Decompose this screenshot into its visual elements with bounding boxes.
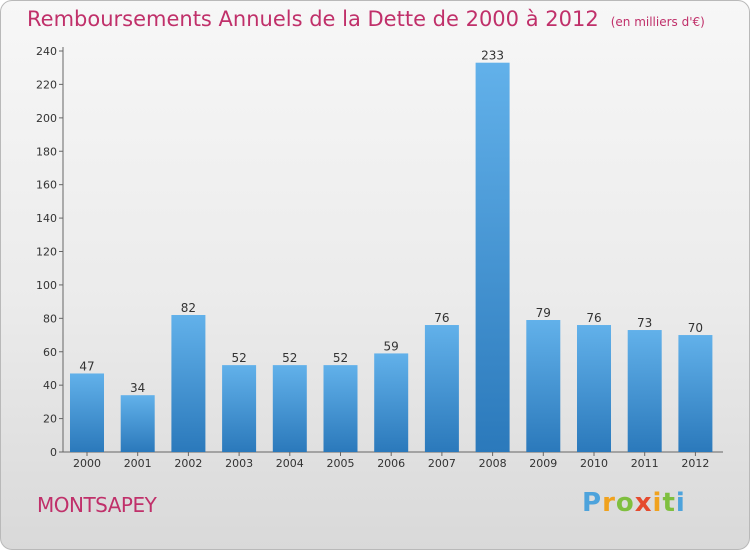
chart-title-text: Remboursements Annuels de la Dette de 20…: [27, 7, 599, 31]
bar-2003: [222, 365, 257, 452]
bar-2000: [70, 373, 104, 452]
chart-title: Remboursements Annuels de la Dette de 20…: [27, 7, 705, 31]
data-label-2009: 79: [536, 306, 551, 320]
y-tick-label: 0: [50, 446, 57, 459]
bar-2002: [171, 314, 206, 452]
x-tick-label-2008: 2008: [479, 457, 507, 470]
data-label-2000: 47: [79, 359, 94, 373]
bar-2012: [678, 335, 713, 452]
y-tick-label: 240: [36, 45, 57, 58]
data-label-2008: 233: [481, 49, 504, 63]
y-tick-label: 140: [36, 212, 57, 225]
commune-name: MONTSAPEY: [37, 493, 157, 517]
bar-2006: [374, 353, 409, 452]
x-tick-label-2010: 2010: [580, 457, 608, 470]
x-tick-label-2007: 2007: [428, 457, 456, 470]
chart-unit: (en milliers d'€): [610, 15, 705, 29]
x-tick-label-2003: 2003: [225, 457, 253, 470]
data-label-2001: 34: [130, 381, 145, 395]
axes: 0 20 40 60 80 100 120 140 160 180 200 220 240 2000 200…: [36, 45, 723, 470]
x-tick-label-2005: 2005: [327, 457, 355, 470]
x-tick-label-2002: 2002: [174, 457, 202, 470]
logo-letter: P: [582, 488, 603, 518]
data-label-2002: 82: [181, 301, 196, 315]
bar-2010: [577, 325, 611, 452]
data-label-2007: 76: [434, 311, 449, 325]
y-tick-label: 200: [36, 112, 57, 125]
bar-2007: [424, 325, 459, 452]
y-tick-label: 80: [43, 312, 57, 325]
x-tick-label-2004: 2004: [276, 457, 304, 470]
x-tick-label-2000: 2000: [73, 457, 101, 470]
x-tick-label-2001: 2001: [124, 457, 152, 470]
y-tick-label: 20: [43, 413, 57, 426]
data-label-2006: 59: [384, 339, 399, 353]
x-tick-label-2011: 2011: [631, 457, 659, 470]
bar-2008: [475, 62, 510, 453]
y-tick-label: 60: [43, 346, 57, 359]
data-label-2005: 52: [333, 351, 348, 365]
x-tick-label-2012: 2012: [681, 457, 709, 470]
x-tick-label-2009: 2009: [529, 457, 557, 470]
data-label-2004: 52: [282, 351, 297, 365]
x-tick-label-2006: 2006: [377, 457, 405, 470]
bar-2004: [272, 365, 307, 452]
bars: [70, 62, 713, 453]
logo-letter: t: [662, 488, 676, 518]
logo-letter: r: [602, 488, 616, 518]
y-tick-label: 220: [36, 78, 57, 91]
y-tick-label: 120: [36, 246, 57, 259]
logo-letter: i: [675, 488, 686, 518]
bar-2001: [120, 395, 155, 452]
data-label-2011: 73: [637, 316, 652, 330]
y-tick-label: 40: [43, 379, 57, 392]
proxiti-logo: Proxiti: [582, 488, 686, 518]
bar-2011: [627, 330, 662, 452]
data-label-2003: 52: [231, 351, 246, 365]
y-tick-label: 100: [36, 279, 57, 292]
bar-2005: [323, 365, 358, 452]
logo-letter: x: [634, 488, 653, 518]
logo-letter: i: [652, 488, 663, 518]
logo-letter: o: [615, 488, 635, 518]
y-tick-label: 180: [36, 145, 57, 158]
data-label-2012: 70: [688, 321, 703, 335]
y-tick-label: 160: [36, 179, 57, 192]
bar-2009: [526, 320, 561, 452]
data-label-2010: 76: [586, 311, 601, 325]
data-labels: 47 34 82 52 52 52 59 76 233 79 76 73 70: [79, 49, 703, 395]
